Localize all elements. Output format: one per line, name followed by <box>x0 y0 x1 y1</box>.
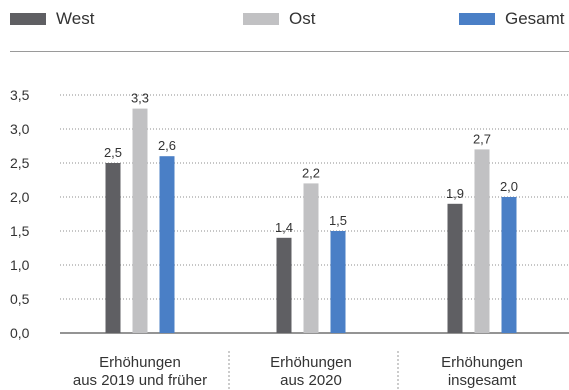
legend-item-ost: Ost <box>243 8 315 30</box>
bar <box>159 156 175 333</box>
data-label: 1,5 <box>329 213 347 228</box>
y-tick-label: 2,0 <box>10 189 30 205</box>
bar <box>447 203 463 333</box>
legend-swatch-west <box>10 13 46 25</box>
data-label: 2,0 <box>500 179 518 194</box>
legend-label-gesamt: Gesamt <box>505 9 565 28</box>
bar <box>330 231 346 333</box>
bar <box>276 237 292 333</box>
category-label: insgesamt <box>448 372 517 389</box>
data-label: 2,2 <box>302 165 320 180</box>
y-tick-label: 3,5 <box>10 87 30 103</box>
legend-swatch-ost <box>243 13 279 25</box>
data-label: 1,9 <box>446 186 464 201</box>
y-tick-label: 3,0 <box>10 121 30 137</box>
y-tick-label: 0,5 <box>10 291 30 307</box>
category-label: Erhöhungen <box>99 354 181 371</box>
legend-item-west: West <box>10 8 94 30</box>
category-label: aus 2019 und früher <box>73 372 207 389</box>
legend-item-gesamt: Gesamt <box>459 8 565 30</box>
legend-swatch-gesamt <box>459 13 495 25</box>
y-tick-label: 1,0 <box>10 257 30 273</box>
category-label: Erhöhungen <box>270 354 352 371</box>
bar <box>303 183 319 333</box>
data-label: 3,3 <box>131 91 149 106</box>
y-tick-label: 0,0 <box>10 325 30 341</box>
data-label: 1,4 <box>275 220 293 235</box>
chart-legend: West Ost Gesamt <box>0 0 569 40</box>
legend-label-west: West <box>56 9 95 28</box>
bar <box>105 163 121 333</box>
bar <box>501 197 517 333</box>
y-tick-label: 1,5 <box>10 223 30 239</box>
legend-label-ost: Ost <box>289 9 316 28</box>
bar <box>132 108 148 333</box>
data-label: 2,5 <box>104 145 122 160</box>
data-label: 2,7 <box>473 131 491 146</box>
legend-divider <box>10 51 569 52</box>
y-tick-label: 2,5 <box>10 155 30 171</box>
data-label: 2,6 <box>158 138 176 153</box>
category-label: Erhöhungen <box>441 354 523 371</box>
bar <box>474 149 490 333</box>
category-label: aus 2020 <box>280 372 342 389</box>
